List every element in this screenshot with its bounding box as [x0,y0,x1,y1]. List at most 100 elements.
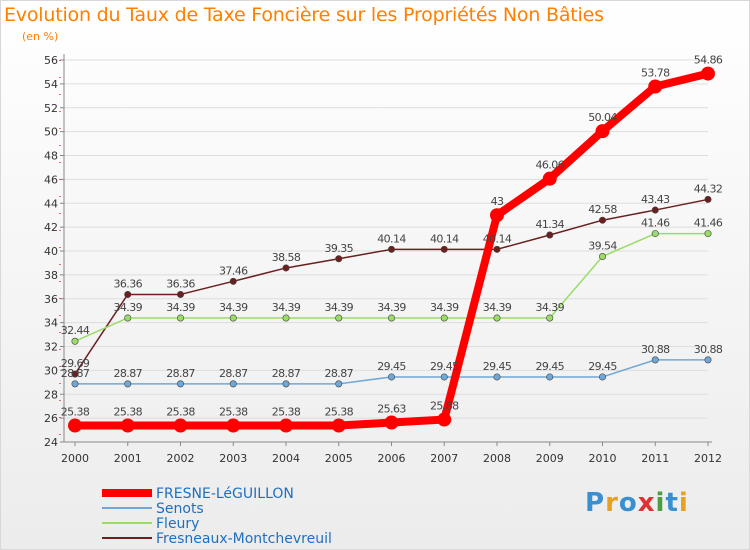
logo-letter: r [605,488,619,518]
data-point [71,370,79,378]
data-point [384,415,399,430]
logo-letter: i [678,488,689,518]
data-point [71,337,79,345]
y-tick-label: 50 [44,126,58,139]
data-point [493,314,501,322]
data-point [282,380,290,388]
data-label: 39.35 [325,242,354,255]
y-tick-label: 56 [44,54,58,67]
data-label: 30.88 [694,343,723,356]
data-point [335,314,343,322]
data-point [124,380,132,388]
data-label: 25.63 [377,403,406,416]
data-label: 25.38 [325,406,354,419]
data-point [387,314,395,322]
x-tick-label: 2012 [694,452,722,465]
data-label: 30.88 [641,343,670,356]
y-tick-label: 54 [44,78,58,91]
data-label: 43.43 [641,193,670,206]
legend: FRESNE-LéGUILLONSenotsFleuryFresneaux-Mo… [102,486,332,547]
y-tick-label: 40 [44,245,58,258]
data-label: 41.46 [694,217,723,230]
data-label: 29.69 [61,357,90,370]
data-label: 43 [491,195,504,208]
data-label: 50.04 [588,111,617,124]
series-group [68,66,715,433]
data-label: 25.38 [272,406,301,419]
data-label: 29.45 [588,360,617,373]
x-tick-label: 2000 [61,452,89,465]
data-label: 28.87 [219,367,248,380]
data-label: 34.39 [166,301,195,314]
x-tick-label: 2011 [641,452,669,465]
data-label: 25.38 [114,406,143,419]
data-label: 29.45 [377,360,406,373]
data-labels: 29.69 36.36 36.36 37.46 38.58 39.35 40.14 40.14… [61,54,724,419]
grid [64,59,708,443]
data-point [335,255,343,263]
data-point [387,245,395,253]
data-point [226,418,241,433]
data-label: 34.39 [272,301,301,314]
data-point [124,314,132,322]
x-tick-label: 2010 [589,452,617,465]
data-point [704,356,712,364]
data-point [704,230,712,238]
x-tick-label: 2008 [483,452,511,465]
data-point [546,231,554,239]
data-label: 42.58 [588,203,617,216]
data-point [229,380,237,388]
x-tick-label: 2007 [430,452,458,465]
data-label: 34.39 [114,301,143,314]
data-label: 25.38 [219,406,248,419]
data-label: 40.14 [430,232,459,245]
data-label: 41.46 [641,217,670,230]
x-tick-label: 2005 [325,452,353,465]
data-label: 44.32 [694,182,723,195]
data-label: 28.87 [166,367,195,380]
data-label: 29.45 [430,360,459,373]
data-label: 32.44 [61,324,90,337]
data-point [229,314,237,322]
data-label: 41.34 [536,218,565,231]
data-point [335,380,343,388]
data-point [124,290,132,298]
data-label: 39.54 [588,239,617,252]
logo-letter: o [618,488,638,518]
data-point [490,208,504,223]
data-label: 28.87 [325,367,354,380]
legend-label: Senots [156,501,204,517]
y-tick-label: 32 [44,341,58,354]
data-label: 34.39 [377,301,406,314]
data-label: 40.14 [483,232,512,245]
data-point [651,356,659,364]
logo-letter: P [585,488,606,518]
data-point [546,314,554,322]
y-tick-label: 28 [44,388,58,401]
data-point [177,380,185,388]
data-point [229,277,237,285]
data-point [493,373,501,381]
data-label: 29.45 [536,360,565,373]
data-point [493,245,501,253]
data-point [437,412,452,427]
proxiti-logo: Proxiti [585,488,689,518]
y-tick-label: 42 [44,221,58,234]
y-tick-label: 44 [44,197,58,210]
data-label: 34.39 [483,301,512,314]
data-label: 25.38 [166,406,195,419]
logo-letter: i [655,488,666,518]
y-tick-label: 38 [44,269,58,282]
data-label: 46.06 [536,159,565,172]
axes: 24 26 28 30 32 34 36 38 40 42 44 46 48 50 52 54 56 2000 20… [44,54,722,465]
data-label: 28.87 [61,367,90,380]
data-point [440,245,448,253]
data-label: 25.88 [430,400,459,413]
data-point [546,373,554,381]
y-tick-label: 24 [44,436,58,449]
data-label: 54.86 [694,54,723,67]
x-tick-label: 2004 [272,452,300,465]
x-tick-label: 2001 [114,452,142,465]
logo-letter: x [637,488,656,518]
